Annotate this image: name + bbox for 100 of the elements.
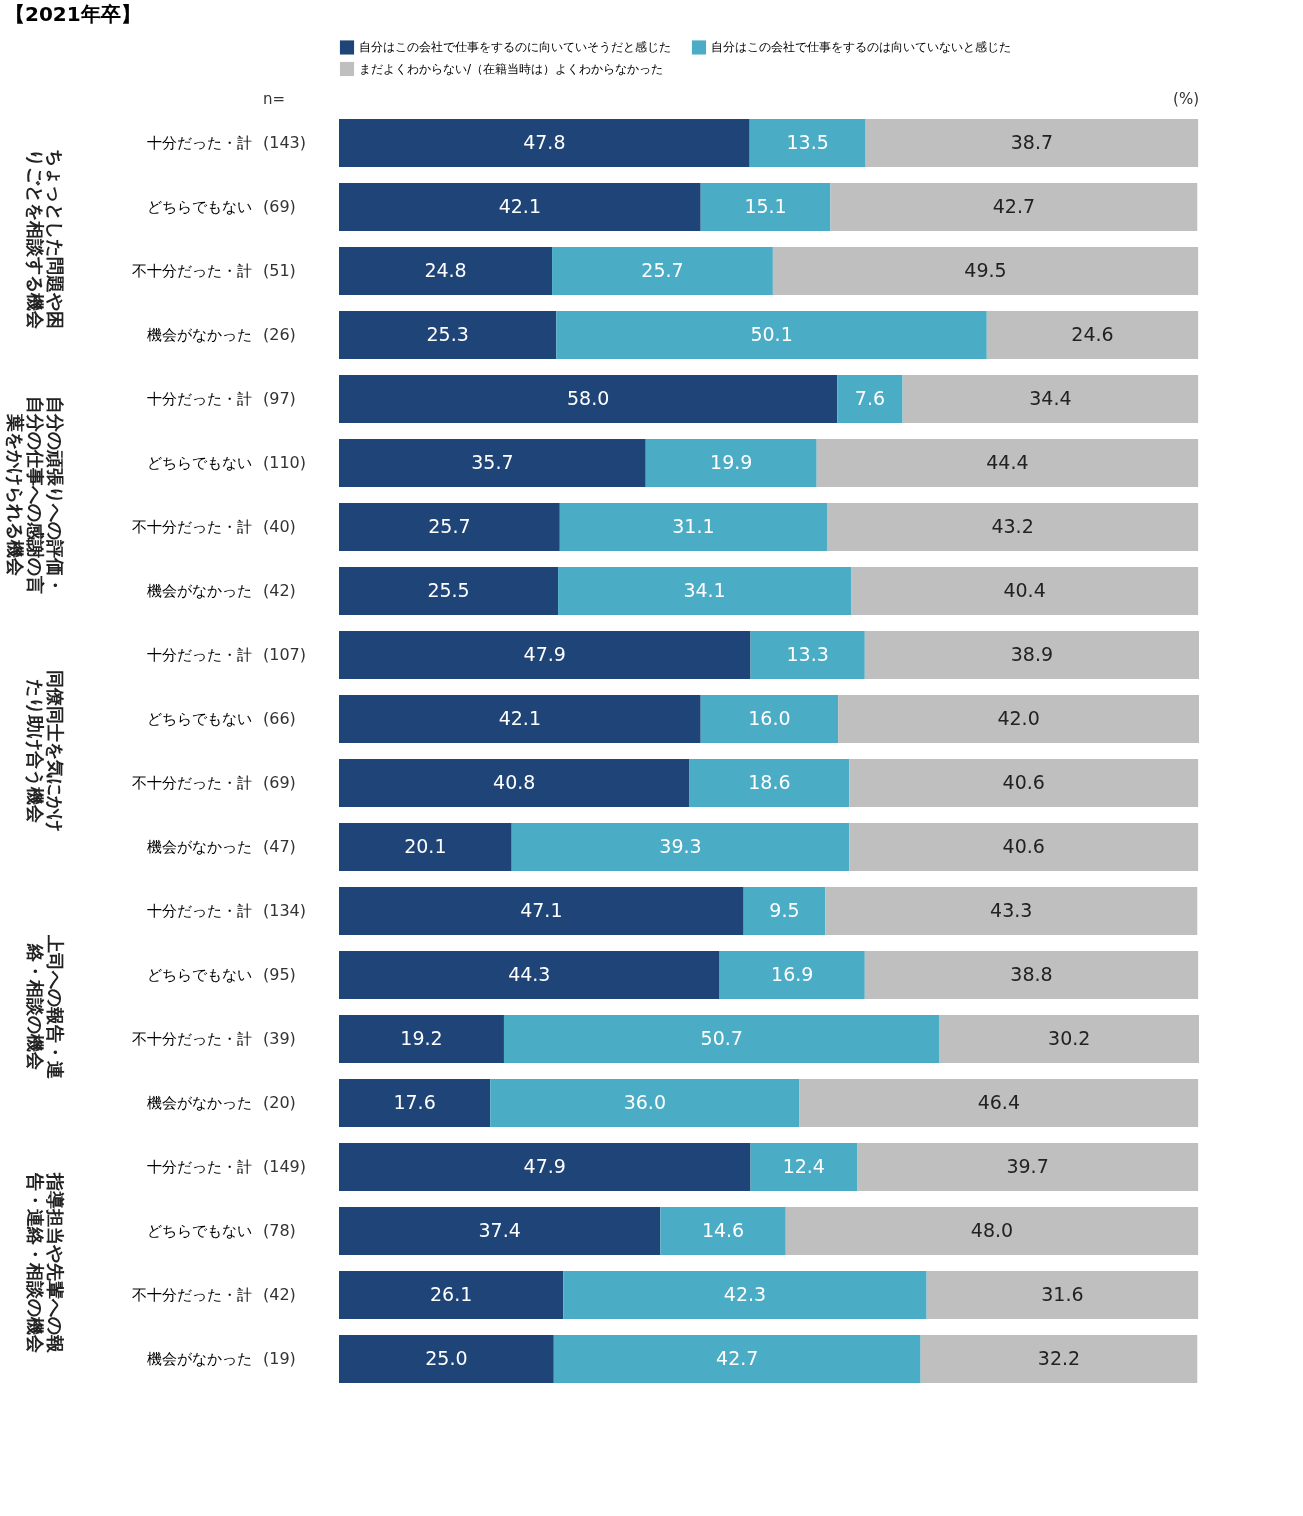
bar	[700, 695, 839, 743]
data-label: 42.3	[723, 1283, 767, 1305]
bar	[563, 1271, 927, 1319]
legend-label: 自分はこの会社で仕事をするのに向いていそうだと感じた	[359, 40, 671, 55]
y-tick-label: 機会がなかった	[146, 838, 252, 856]
text: (19)	[263, 1349, 296, 1368]
data-label: 48.0	[970, 1219, 1014, 1241]
text: 上司への報告・連絡・相談の機会	[25, 934, 66, 1079]
text: 指導担当や先輩への報告・連絡・相談の機会	[25, 1172, 66, 1354]
data-label: 25.7	[641, 259, 684, 281]
text: (39)	[263, 1029, 296, 1048]
data-label: 37.4	[478, 1219, 521, 1241]
bar	[339, 695, 701, 743]
y-tick-label: どちらでもない	[146, 966, 252, 984]
bar	[851, 567, 1199, 615]
bar	[339, 567, 559, 615]
y-tick-label: どちらでもない	[146, 710, 252, 728]
text: (26)	[263, 325, 296, 344]
data-label: 16.9	[771, 963, 814, 985]
data-label: 25.3	[426, 323, 469, 345]
text: (78)	[263, 1221, 296, 1240]
bar	[816, 439, 1199, 487]
data-label: 38.8	[1010, 963, 1053, 985]
data-label: 50.1	[750, 323, 793, 345]
text: (97)	[263, 389, 296, 408]
text: (134)	[263, 901, 307, 920]
text: (42)	[263, 581, 296, 600]
text: 【2021年卒】	[5, 2, 141, 26]
data-label: 43.2	[991, 515, 1034, 537]
bar	[837, 375, 903, 423]
bar	[902, 375, 1199, 423]
bar	[552, 247, 773, 295]
bar	[503, 1015, 940, 1063]
bar	[799, 1079, 1199, 1127]
y-tick-label: 機会がなかった	[146, 326, 252, 344]
bar	[339, 183, 701, 231]
data-label: 12.4	[782, 1155, 825, 1177]
bar	[339, 1015, 504, 1063]
data-label: 32.2	[1037, 1347, 1081, 1369]
data-label: 16.0	[748, 707, 791, 729]
text: (42)	[263, 1285, 296, 1304]
data-label: 24.6	[1071, 323, 1114, 345]
data-label: 31.6	[1041, 1283, 1084, 1305]
y-tick-label: 機会がなかった	[146, 582, 252, 600]
bar	[750, 1143, 858, 1191]
data-label: 17.6	[393, 1091, 436, 1113]
bar	[772, 247, 1199, 295]
bar	[849, 823, 1199, 871]
bar	[339, 823, 512, 871]
bar	[559, 503, 827, 551]
bar	[986, 311, 1199, 359]
bar	[645, 439, 817, 487]
bar	[339, 311, 557, 359]
data-label: 13.3	[786, 643, 829, 665]
y-tick-label: 不十分だった・計	[131, 1030, 252, 1048]
bar	[490, 1079, 800, 1127]
text: (149)	[263, 1157, 307, 1176]
bar	[553, 1335, 921, 1383]
data-label: 35.7	[471, 451, 514, 473]
data-label: 44.3	[508, 963, 551, 985]
data-label: 40.6	[1002, 771, 1045, 793]
bar	[556, 311, 987, 359]
bar	[849, 759, 1199, 807]
data-label: 9.5	[769, 899, 800, 921]
data-label: 46.4	[977, 1091, 1020, 1113]
bar	[339, 439, 646, 487]
data-label: 47.1	[520, 899, 563, 921]
bar	[700, 183, 831, 231]
text: 自分の頑張りへの評価・自分の仕事への感謝の言葉をかけられる機会	[5, 396, 66, 594]
bar	[339, 1207, 661, 1255]
bar	[689, 759, 850, 807]
legend-label: まだよくわからない/（在籍当時は）よくわからなかった	[359, 62, 664, 76]
data-label: 47.8	[523, 131, 566, 153]
y-tick-label: 十分だった・計	[146, 390, 252, 408]
bar	[749, 119, 866, 167]
bar	[830, 183, 1198, 231]
bar	[857, 1143, 1199, 1191]
text: (%)	[1173, 90, 1199, 108]
data-label: 20.1	[404, 835, 447, 857]
y-tick-label: 機会がなかった	[146, 1094, 252, 1112]
y-tick-label: 不十分だった・計	[131, 518, 252, 536]
y-tick-label: 十分だった・計	[146, 1158, 252, 1176]
bar	[939, 1015, 1199, 1063]
data-label: 15.1	[744, 195, 787, 217]
bar	[825, 887, 1198, 935]
data-label: 19.9	[710, 451, 753, 473]
text: ちょっとした問題や困りごとを相談する機会	[25, 149, 66, 330]
y-tick-label: 不十分だった・計	[131, 262, 252, 280]
data-label: 50.7	[700, 1027, 743, 1049]
data-label: 13.5	[786, 131, 829, 153]
data-label: 43.3	[990, 899, 1033, 921]
data-label: 14.6	[701, 1219, 745, 1241]
data-label: 38.9	[1010, 643, 1054, 665]
data-label: 36.0	[623, 1091, 667, 1113]
data-label: 40.4	[1003, 579, 1046, 601]
y-tick-label: どちらでもない	[146, 1222, 252, 1240]
bar	[660, 1207, 786, 1255]
legend-label: 自分はこの会社で仕事をするのは向いていないと感じた	[711, 40, 1011, 55]
bar	[826, 503, 1199, 551]
text: (107)	[263, 645, 307, 664]
